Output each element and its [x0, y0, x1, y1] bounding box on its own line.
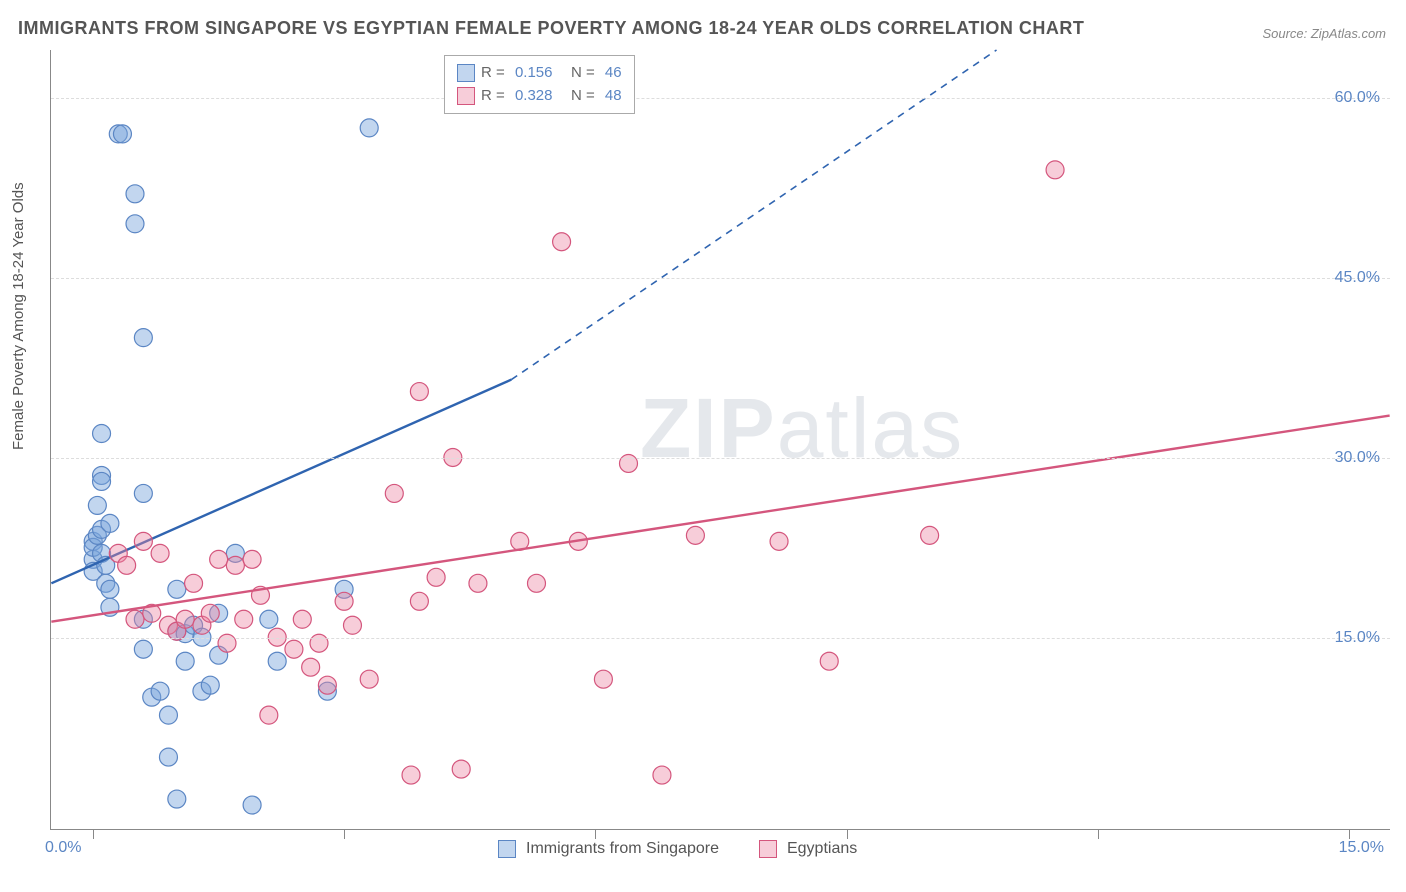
data-point-singapore	[159, 748, 177, 766]
data-point-egyptian	[527, 574, 545, 592]
stat-n-egyptian: 48	[605, 85, 622, 108]
stat-r-label: R =	[481, 85, 509, 108]
legend-series: Immigrants from Singapore Egyptians	[498, 840, 857, 858]
data-point-singapore	[260, 610, 278, 628]
data-point-singapore	[93, 425, 111, 443]
data-point-singapore	[134, 640, 152, 658]
x-tick	[93, 829, 94, 839]
y-axis-label: Female Poverty Among 18-24 Year Olds	[10, 182, 27, 450]
y-tick-label: 45.0%	[1335, 269, 1380, 287]
data-point-singapore	[243, 796, 261, 814]
data-point-singapore	[151, 682, 169, 700]
data-point-egyptian	[218, 634, 236, 652]
data-point-egyptian	[201, 604, 219, 622]
data-point-singapore	[268, 652, 286, 670]
data-point-singapore	[101, 514, 119, 532]
data-point-singapore	[159, 706, 177, 724]
gridline	[51, 278, 1390, 279]
x-tick	[344, 829, 345, 839]
x-left-label: 0.0%	[45, 839, 81, 857]
data-point-egyptian	[134, 532, 152, 550]
data-point-egyptian	[260, 706, 278, 724]
stat-n-label: N =	[558, 85, 598, 108]
data-point-egyptian	[185, 574, 203, 592]
data-point-egyptian	[686, 526, 704, 544]
legend-label-egyptian: Egyptians	[787, 840, 857, 858]
x-tick	[1349, 829, 1350, 839]
y-tick-label: 60.0%	[1335, 89, 1380, 107]
data-point-egyptian	[469, 574, 487, 592]
data-point-egyptian	[226, 556, 244, 574]
stat-r-label: R =	[481, 62, 509, 85]
data-point-singapore	[113, 125, 131, 143]
data-point-egyptian	[410, 383, 428, 401]
data-point-egyptian	[820, 652, 838, 670]
data-point-egyptian	[310, 634, 328, 652]
data-point-egyptian	[126, 610, 144, 628]
data-point-egyptian	[653, 766, 671, 784]
stat-r-singapore: 0.156	[515, 62, 553, 85]
legend-stats: R = 0.156 N = 46 R = 0.328 N = 48	[444, 55, 635, 114]
data-point-egyptian	[235, 610, 253, 628]
data-point-singapore	[176, 652, 194, 670]
data-point-egyptian	[452, 760, 470, 778]
plot-area: 15.0%30.0%45.0%60.0%0.0%15.0%	[50, 50, 1390, 830]
swatch-egyptian	[457, 87, 475, 105]
swatch-egyptian-b	[759, 840, 777, 858]
chart-svg	[51, 50, 1390, 829]
data-point-egyptian	[770, 532, 788, 550]
data-point-singapore	[168, 580, 186, 598]
data-point-egyptian	[335, 592, 353, 610]
x-tick	[1098, 829, 1099, 839]
stat-n-singapore: 46	[605, 62, 622, 85]
x-tick	[847, 829, 848, 839]
data-point-singapore	[126, 215, 144, 233]
trendline-egyptian	[51, 416, 1389, 622]
data-point-singapore	[101, 580, 119, 598]
stat-r-egyptian: 0.328	[515, 85, 553, 108]
data-point-egyptian	[151, 544, 169, 562]
data-point-singapore	[134, 329, 152, 347]
y-tick-label: 15.0%	[1335, 629, 1380, 647]
data-point-singapore	[360, 119, 378, 137]
data-point-egyptian	[410, 592, 428, 610]
data-point-egyptian	[302, 658, 320, 676]
x-right-label: 15.0%	[1339, 839, 1384, 857]
data-point-egyptian	[921, 526, 939, 544]
legend-label-singapore: Immigrants from Singapore	[526, 840, 719, 858]
data-point-egyptian	[553, 233, 571, 251]
data-point-egyptian	[427, 568, 445, 586]
data-point-singapore	[201, 676, 219, 694]
data-point-egyptian	[285, 640, 303, 658]
x-tick	[595, 829, 596, 839]
data-point-egyptian	[1046, 161, 1064, 179]
data-point-singapore	[134, 484, 152, 502]
swatch-singapore	[457, 64, 475, 82]
swatch-singapore-b	[498, 840, 516, 858]
data-point-egyptian	[402, 766, 420, 784]
gridline	[51, 638, 1390, 639]
legend-stats-row: R = 0.156 N = 46	[457, 62, 622, 85]
data-point-singapore	[93, 472, 111, 490]
gridline	[51, 98, 1390, 99]
data-point-egyptian	[243, 550, 261, 568]
data-point-egyptian	[318, 676, 336, 694]
data-point-egyptian	[385, 484, 403, 502]
data-point-egyptian	[594, 670, 612, 688]
data-point-egyptian	[210, 550, 228, 568]
data-point-singapore	[126, 185, 144, 203]
chart-title: IMMIGRANTS FROM SINGAPORE VS EGYPTIAN FE…	[18, 18, 1084, 39]
stat-n-label: N =	[558, 62, 598, 85]
data-point-egyptian	[118, 556, 136, 574]
data-point-egyptian	[293, 610, 311, 628]
data-point-egyptian	[343, 616, 361, 634]
data-point-egyptian	[176, 610, 194, 628]
source-label: Source: ZipAtlas.com	[1262, 26, 1386, 41]
gridline	[51, 458, 1390, 459]
legend-stats-row: R = 0.328 N = 48	[457, 85, 622, 108]
data-point-singapore	[88, 496, 106, 514]
data-point-egyptian	[360, 670, 378, 688]
y-tick-label: 30.0%	[1335, 449, 1380, 467]
data-point-singapore	[168, 790, 186, 808]
